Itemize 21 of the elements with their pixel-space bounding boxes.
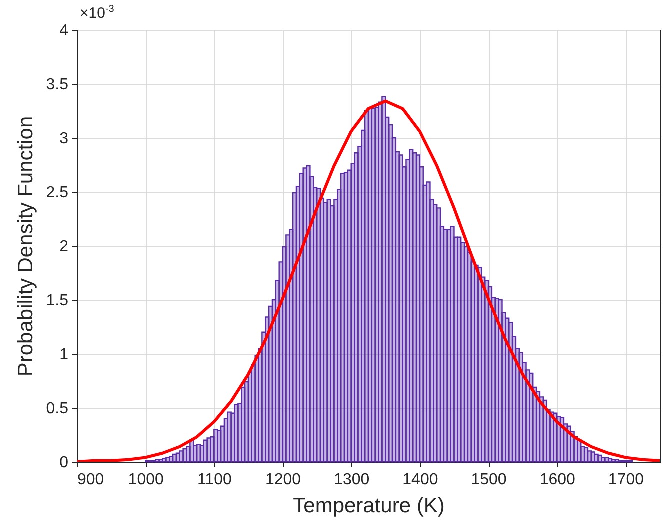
- x-tick-label: 1200: [265, 472, 302, 488]
- y-tick-label: 1: [60, 346, 69, 364]
- x-tick-label: 900: [78, 472, 104, 488]
- text: ×10$^{-3}$: [80, 4, 114, 22]
- x-tick-label: 1300: [334, 472, 370, 488]
- y-tick-label: 2.5: [46, 184, 69, 202]
- x-tick-label: 1100: [197, 472, 232, 488]
- x-tick-label: 1600: [540, 472, 576, 488]
- x-axis-title: Temperature (K): [293, 494, 445, 518]
- y-axis-title: Probability Density Function: [14, 116, 38, 377]
- y-tick-label: 1.5: [46, 292, 69, 310]
- x-tick-label: 1400: [402, 472, 438, 488]
- y-tick-label: 0.5: [46, 400, 69, 418]
- x-tick-label: 1000: [128, 472, 164, 488]
- x-tick-label: 1700: [608, 472, 644, 488]
- y-tick-label: 2: [60, 238, 69, 256]
- y-tick-label: 4: [60, 22, 69, 40]
- x-tick-label: 1500: [471, 472, 507, 488]
- y-tick-label: 3: [60, 130, 69, 148]
- y-tick-label: 0: [60, 454, 69, 472]
- y-tick-label: 3.5: [46, 76, 69, 94]
